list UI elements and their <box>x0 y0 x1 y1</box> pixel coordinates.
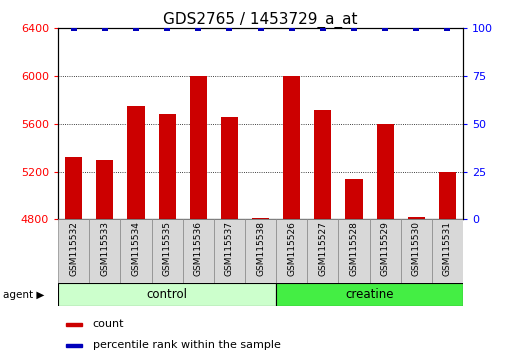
Bar <box>152 219 182 285</box>
Text: control: control <box>146 288 187 301</box>
Bar <box>66 324 82 326</box>
Bar <box>158 114 175 219</box>
Point <box>132 25 140 31</box>
Bar <box>407 217 424 219</box>
Bar <box>251 218 269 219</box>
Bar <box>58 283 276 306</box>
Text: percentile rank within the sample: percentile rank within the sample <box>92 340 280 350</box>
Bar <box>276 283 462 306</box>
Point <box>70 25 78 31</box>
Bar <box>369 219 400 285</box>
Text: GSM115535: GSM115535 <box>162 222 171 276</box>
Text: GSM115532: GSM115532 <box>69 222 78 276</box>
Point <box>318 25 326 31</box>
Bar <box>96 160 113 219</box>
Bar <box>221 117 237 219</box>
Bar <box>338 219 369 285</box>
Point <box>194 25 202 31</box>
Bar <box>276 219 307 285</box>
Bar <box>283 76 299 219</box>
Text: agent ▶: agent ▶ <box>3 290 44 299</box>
Text: GSM115536: GSM115536 <box>193 222 203 276</box>
Bar <box>400 219 431 285</box>
Bar <box>307 219 338 285</box>
Text: GSM115527: GSM115527 <box>318 222 327 276</box>
Point <box>287 25 295 31</box>
Bar <box>376 124 393 219</box>
Point <box>349 25 358 31</box>
Point <box>442 25 450 31</box>
Point <box>380 25 388 31</box>
Title: GDS2765 / 1453729_a_at: GDS2765 / 1453729_a_at <box>163 12 357 28</box>
Bar <box>65 157 82 219</box>
Point <box>100 25 109 31</box>
Text: GSM115526: GSM115526 <box>287 222 295 276</box>
Text: GSM115534: GSM115534 <box>131 222 140 276</box>
Text: GSM115529: GSM115529 <box>380 222 389 276</box>
Bar <box>66 344 82 347</box>
Text: GSM115530: GSM115530 <box>411 222 420 276</box>
Bar <box>314 110 331 219</box>
Bar <box>58 219 89 285</box>
Text: GSM115533: GSM115533 <box>100 222 109 276</box>
Bar <box>431 219 462 285</box>
Text: GSM115528: GSM115528 <box>349 222 358 276</box>
Bar <box>120 219 152 285</box>
Point <box>225 25 233 31</box>
Text: count: count <box>92 319 124 329</box>
Bar <box>127 106 144 219</box>
Text: GSM115538: GSM115538 <box>256 222 265 276</box>
Bar <box>182 219 214 285</box>
Text: GSM115531: GSM115531 <box>442 222 451 276</box>
Bar <box>438 172 455 219</box>
Point <box>256 25 264 31</box>
Point <box>163 25 171 31</box>
Text: GSM115537: GSM115537 <box>225 222 233 276</box>
Bar <box>345 179 362 219</box>
Bar <box>214 219 244 285</box>
Bar <box>244 219 276 285</box>
Bar <box>189 76 207 219</box>
Point <box>412 25 420 31</box>
Bar <box>89 219 120 285</box>
Text: creatine: creatine <box>344 288 393 301</box>
